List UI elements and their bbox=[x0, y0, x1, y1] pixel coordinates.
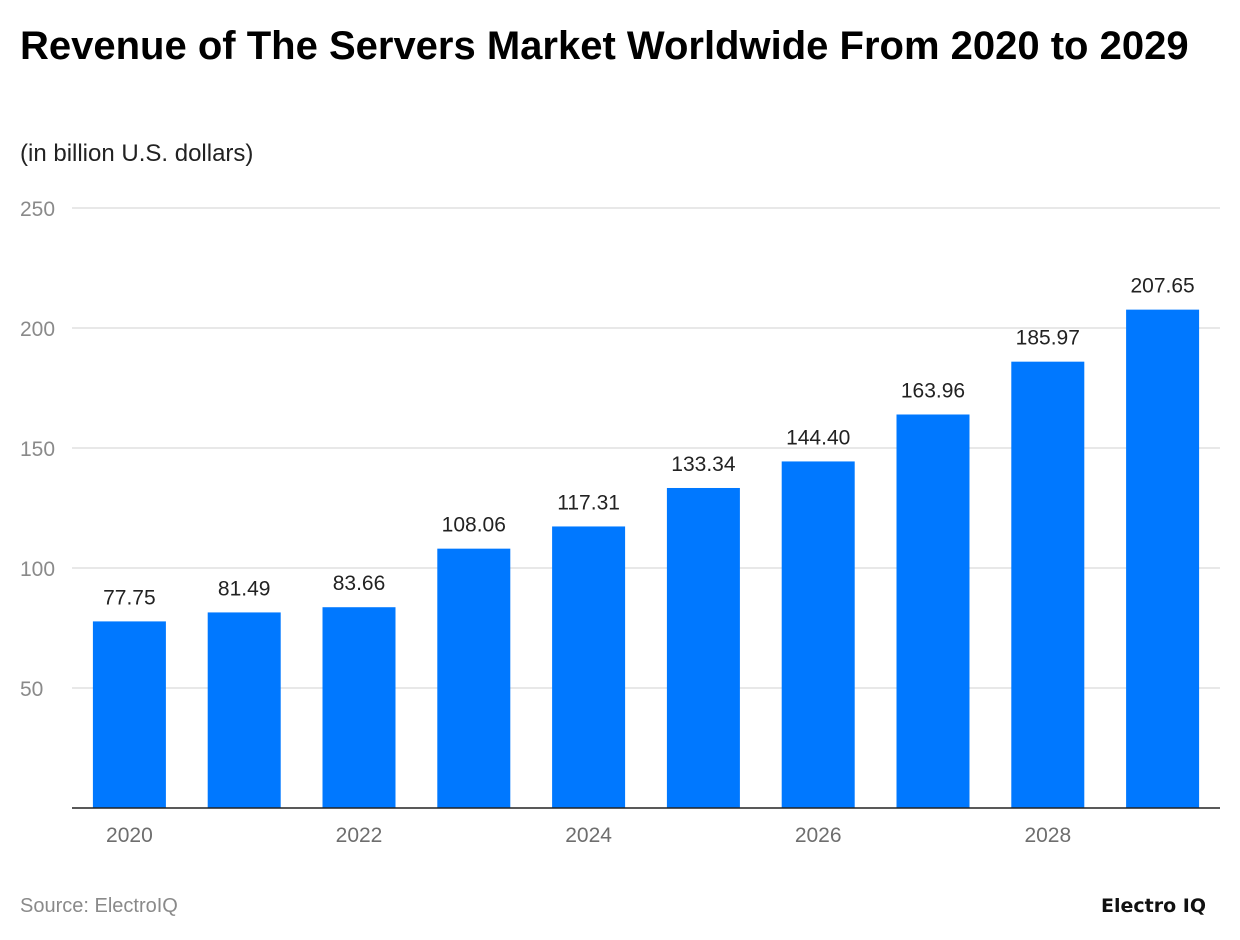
data-label: 81.49 bbox=[218, 577, 271, 600]
data-label: 117.31 bbox=[557, 491, 620, 514]
y-tick-label: 200 bbox=[20, 318, 55, 341]
data-label: 163.96 bbox=[901, 379, 965, 402]
bar-2027 bbox=[896, 414, 970, 808]
data-label: 77.75 bbox=[103, 586, 156, 609]
x-tick-label: 2028 bbox=[1024, 824, 1071, 847]
bar-2021 bbox=[207, 612, 281, 808]
bar-2022 bbox=[322, 607, 396, 808]
bar-2020 bbox=[92, 621, 166, 808]
bar-chart: 50 100 150 200 250 77.75 2020 81.49 83.66 2022 108… bbox=[20, 198, 1220, 847]
x-tick-label: 2022 bbox=[336, 824, 383, 847]
y-tick-label: 250 bbox=[20, 198, 55, 221]
y-tick-label: 100 bbox=[20, 558, 55, 581]
y-tick-label: 50 bbox=[20, 678, 43, 701]
x-tick-label: 2026 bbox=[795, 824, 842, 847]
x-tick-label: 2020 bbox=[106, 824, 153, 847]
data-label: 185.97 bbox=[1016, 327, 1080, 350]
electroiq-logo: Electro IQ bbox=[1101, 895, 1206, 917]
bar-2024 bbox=[552, 526, 626, 808]
data-label: 108.06 bbox=[442, 514, 506, 537]
bar-2023 bbox=[437, 548, 511, 808]
chart-title: Revenue of The Servers Market Worldwide … bbox=[20, 24, 1189, 68]
bar-2029 bbox=[1126, 309, 1200, 808]
bar-2028 bbox=[1011, 361, 1085, 808]
bar-2026 bbox=[781, 461, 855, 808]
y-tick-label: 150 bbox=[20, 438, 55, 461]
data-label: 133.34 bbox=[671, 453, 736, 476]
chart-subtitle: (in billion U.S. dollars) bbox=[20, 140, 254, 167]
data-label: 207.65 bbox=[1130, 275, 1194, 298]
bar-2025 bbox=[666, 487, 740, 808]
x-tick-label: 2024 bbox=[565, 824, 612, 847]
data-label: 144.40 bbox=[786, 426, 850, 449]
data-label: 83.66 bbox=[333, 572, 386, 595]
source-note: Source: ElectroIQ bbox=[20, 895, 178, 917]
